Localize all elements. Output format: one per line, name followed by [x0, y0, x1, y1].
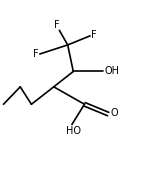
Text: OH: OH [104, 67, 119, 77]
Text: F: F [92, 30, 97, 40]
Text: HO: HO [66, 126, 81, 136]
Text: O: O [110, 108, 118, 118]
Text: F: F [54, 20, 59, 30]
Text: F: F [33, 49, 38, 59]
